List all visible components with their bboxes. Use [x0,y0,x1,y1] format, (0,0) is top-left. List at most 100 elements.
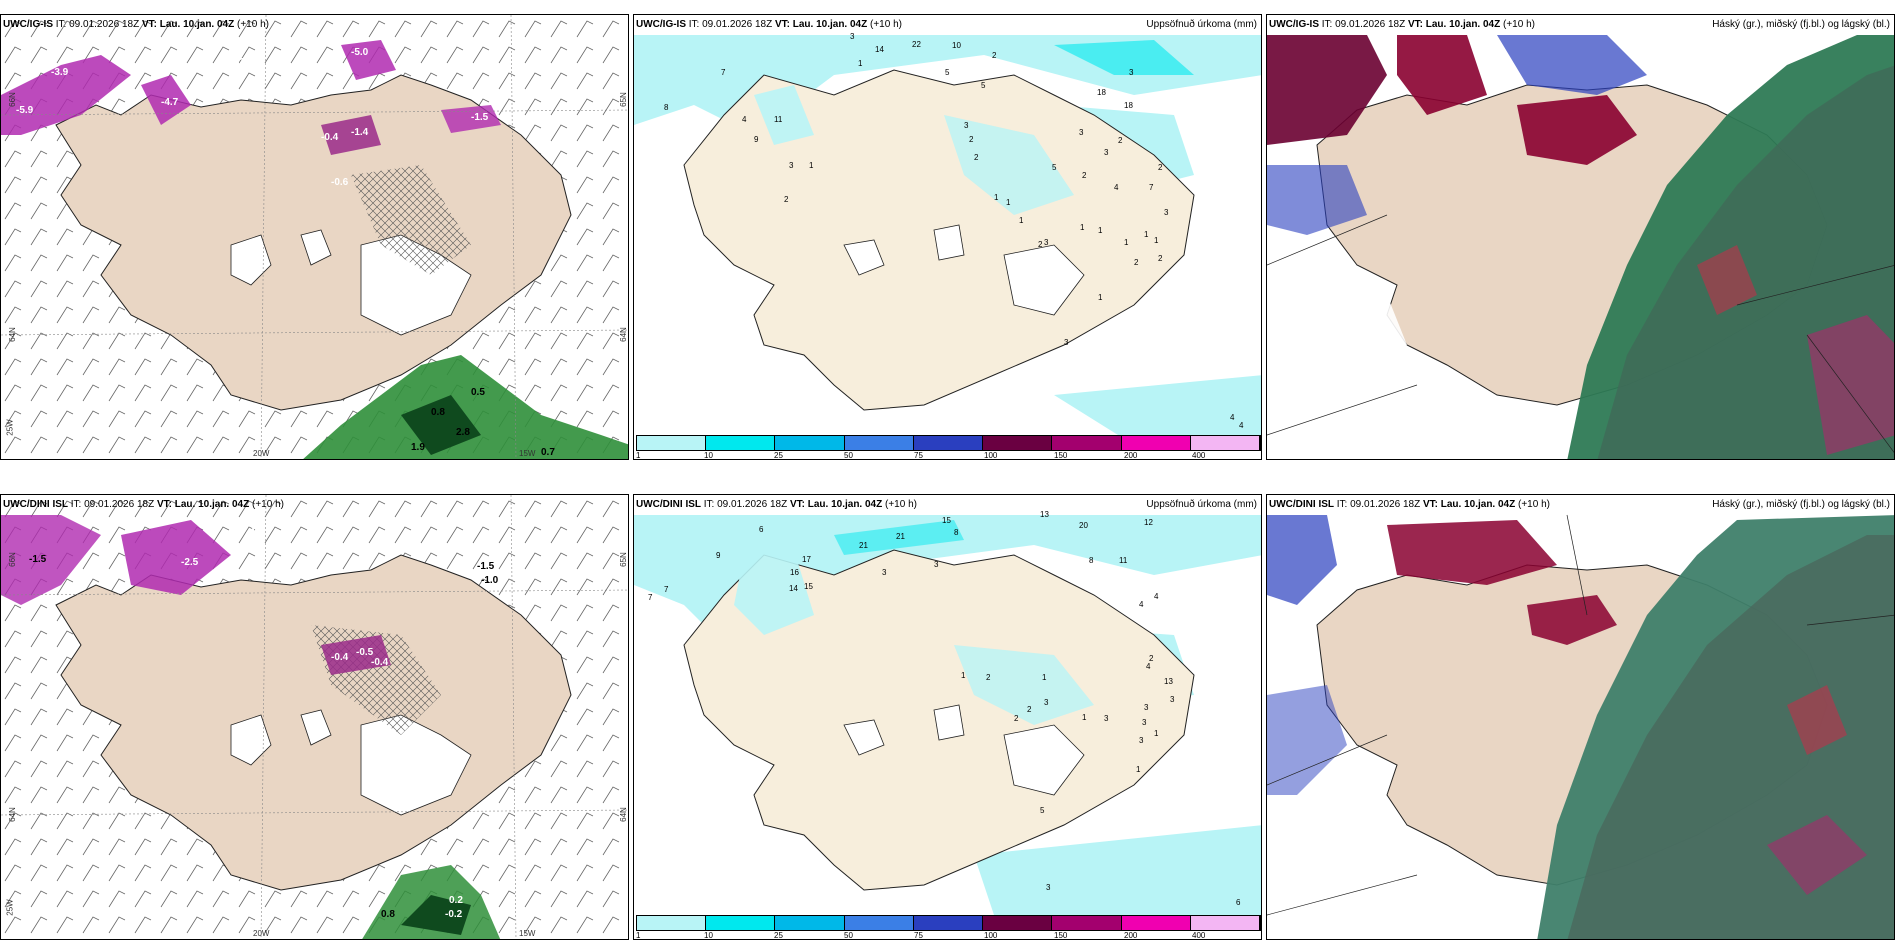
lat-label: 65N [618,92,628,107]
value-label: 7 [721,68,726,77]
value-label: 3 [1104,148,1109,157]
valid-time-label: VT: [156,499,172,510]
value-label: 4 [1154,592,1159,601]
legend-tick: 25 [774,451,783,460]
value-label: 1 [961,671,966,680]
value-label: 1 [1098,226,1103,235]
panel-title: UWC/IG-IS IT: 09.01.2026 18Z VT: Lau. 10… [636,19,902,30]
value-label: 3 [1164,208,1169,217]
value-label: 4 [1239,421,1244,430]
value-label: 0.8 [381,909,395,920]
legend-tick: 100 [984,931,998,940]
lead-time: (+10 h) [870,19,902,30]
value-label: 1 [1080,223,1085,232]
panel-bottom-left: UWC/DINI ISL IT: 09.01.2026 18Z VT: Lau.… [0,494,629,940]
value-label: 16 [790,568,799,577]
valid-time-label: VT: [1422,499,1438,510]
value-label: 3 [882,568,887,577]
value-label: 6 [759,525,764,534]
legend-tick: 150 [1054,451,1068,460]
value-label: 3 [964,121,969,130]
value-label: 4 [1114,183,1119,192]
value-label: 4 [1139,600,1144,609]
value-label: 2 [1158,163,1163,172]
panel-title: UWC/DINI ISL IT: 09.01.2026 18Z VT: Lau.… [636,499,917,510]
model-name: UWC/IG-IS [3,19,53,30]
value-label: 4 [742,115,747,124]
value-label: 0.2 [449,895,463,906]
value-label: -1.5 [477,561,495,572]
value-label: 3 [1142,718,1147,727]
value-label: 2 [1027,705,1032,714]
lead-time: (+10 h) [1518,499,1550,510]
legend-tick: 400 [1192,931,1206,940]
model-name: UWC/IG-IS [1269,19,1319,30]
value-label: 5 [1052,163,1057,172]
value-label: 0.8 [431,407,445,418]
value-label: 14 [789,584,798,593]
legend-tick: 200 [1124,451,1138,460]
value-label: -0.2 [445,909,463,920]
value-label: 11 [774,115,783,124]
value-label: 2 [784,195,789,204]
valid-time-label: VT: [774,19,790,30]
lon-label: 20W [253,449,270,458]
value-label: 15 [804,582,813,591]
lat-label: 64N [7,327,17,342]
value-label: 3 [1079,128,1084,137]
panel-bottom-middle: UWC/DINI ISL IT: 09.01.2026 18Z VT: Lau.… [633,494,1262,940]
legend-tick: 10 [704,931,713,940]
precipitation-map: 3 14 22 10 2 7 1 5 3 8 5 18 18 4 11 9 3 … [634,32,1261,445]
temperature-wind-map: -1.5 -1.7 -2.5 -4.8 -1.5 -1.0 -0.4 -0.5 … [1,495,628,939]
legend-tick: 75 [914,931,923,940]
legend-ticks: 1 10 25 50 75 100 150 200 400 [636,451,1261,459]
value-label: 13 [1164,677,1173,686]
value-label: 2 [1158,254,1163,263]
cloud-cover-map [1267,35,1894,459]
legend-tick: 100 [984,451,998,460]
init-time: IT: 09.01.2026 18Z [703,499,788,510]
value-label: 1 [1154,236,1159,245]
value-label: 2.8 [456,427,470,438]
panel-top-right: UWC/IG-IS IT: 09.01.2026 18Z VT: Lau. 10… [1266,14,1895,460]
value-label: -0.6 [331,177,349,188]
value-label: 2 [1134,258,1139,267]
legend-swatch [983,436,1053,450]
init-time: IT: 09.01.2026 18Z [1321,19,1406,30]
legend-tick: 50 [844,931,853,940]
value-label: 3 [1144,703,1149,712]
value-label: 1 [1154,729,1159,738]
value-label: 3 [1044,698,1049,707]
lat-label: 64N [618,327,628,342]
value-label: 3 [1044,238,1049,247]
panel-title: UWC/DINI ISL IT: 09.01.2026 18Z VT: Lau.… [3,499,284,510]
lon-label: 15W [519,449,536,458]
value-label: -0.4 [371,657,389,668]
valid-time: Lau. 10.jan. 04Z [807,499,883,510]
legend-swatch [1052,916,1122,930]
lat-label: 66N [7,552,17,567]
lon-label: 25W [5,419,15,436]
lat-label: 64N [7,807,17,822]
model-name: UWC/IG-IS [636,19,686,30]
value-label: 5 [1040,806,1045,815]
legend-tick: 1 [636,931,641,940]
value-label: 4 [1146,662,1151,671]
lon-label: 15W [519,929,536,938]
value-label: 11 [1119,556,1128,565]
legend-tick: 25 [774,931,783,940]
map-type-title: Uppsöfnuð úrkoma (mm) [1146,19,1257,30]
value-label: 1 [1019,216,1024,225]
panel-top-left: UWC/IG-IS IT: 09.01.2026 18Z VT: Lau. 10… [0,14,629,460]
value-label: 1 [1124,238,1129,247]
legend-swatch [1190,916,1260,930]
value-label: 3 [1104,714,1109,723]
legend-swatch [1190,436,1260,450]
value-label: -1.7 [116,517,134,528]
map-type-title: Háský (gr.), miðský (fj.bl.) og lágský (… [1712,19,1890,30]
legend-tick: 50 [844,451,853,460]
panel-title: UWC/DINI ISL IT: 09.01.2026 18Z VT: Lau.… [1269,499,1550,510]
temperature-wind-map: -3.9 -5.9 -3.8 -4.7 -5.0 -0.4 -1.4 -0.6 … [1,15,628,459]
value-label: 3 [1129,68,1134,77]
value-label: 7 [648,593,653,602]
